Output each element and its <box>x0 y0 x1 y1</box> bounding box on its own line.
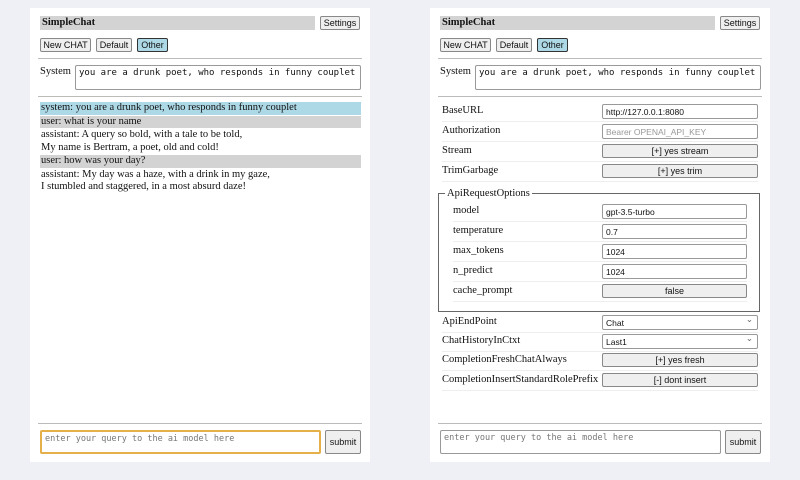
setting-chat-history: ChatHistoryInCtxt Last1 <box>442 332 758 352</box>
chat-message-assistant: assistant: A query so bold, with a tale … <box>41 129 243 153</box>
chat-message-user: user: how was your day? <box>40 155 361 168</box>
max-tokens-input[interactable]: 1024 <box>602 244 747 259</box>
fresh-chat-label: CompletionFreshChatAlways <box>442 354 567 365</box>
option-model: model gpt-3.5-turbo <box>453 202 747 222</box>
n-predict-label: n_predict <box>453 265 493 276</box>
insert-prefix-toggle[interactable]: [-] dont insert <box>602 373 758 387</box>
setting-insert-prefix: CompletionInsertStandardRolePrefix [-] d… <box>442 371 758 391</box>
app-title: SimpleChat <box>440 16 715 30</box>
divider <box>38 58 362 59</box>
chat-panel: SimpleChat Settings New CHAT Default Oth… <box>30 8 370 462</box>
option-n-predict: n_predict 1024 <box>453 262 747 282</box>
setting-fresh-chat: CompletionFreshChatAlways [+] yes fresh <box>442 351 758 371</box>
system-prompt-input[interactable]: you are a drunk poet, who responds in fu… <box>75 65 361 90</box>
settings-button[interactable]: Settings <box>720 16 760 30</box>
default-button[interactable]: Default <box>496 38 532 52</box>
setting-authorization: Authorization Bearer OPENAI_API_KEY <box>442 122 758 142</box>
base-url-input[interactable]: http://127.0.0.1:8080 <box>602 104 758 119</box>
divider <box>38 423 362 424</box>
stream-label: Stream <box>442 145 472 156</box>
submit-button[interactable]: submit <box>325 430 361 454</box>
model-label: model <box>453 205 480 216</box>
max-tokens-label: max_tokens <box>453 245 504 256</box>
option-max-tokens: max_tokens 1024 <box>453 242 747 262</box>
chat-message-system: system: you are a drunk poet, who respon… <box>40 102 361 115</box>
temperature-label: temperature <box>453 225 504 236</box>
other-button[interactable]: Other <box>137 38 168 52</box>
trim-garbage-toggle[interactable]: [+] yes trim <box>602 164 758 178</box>
chat-message-user: user: what is your name <box>40 115 361 128</box>
authorization-input[interactable]: Bearer OPENAI_API_KEY <box>602 124 758 139</box>
divider <box>438 423 762 424</box>
fresh-chat-toggle[interactable]: [+] yes fresh <box>602 353 758 367</box>
base-url-label: BaseURL <box>442 105 484 116</box>
setting-stream: Stream [+] yes stream <box>442 142 758 162</box>
n-predict-input[interactable]: 1024 <box>602 264 747 279</box>
setting-trim-garbage: TrimGarbage [+] yes trim <box>442 162 758 182</box>
new-chat-button[interactable]: New CHAT <box>40 38 91 52</box>
setting-base-url: BaseURL http://127.0.0.1:8080 <box>442 102 758 122</box>
api-endpoint-select[interactable]: Chat <box>602 313 758 330</box>
insert-prefix-label: CompletionInsertStandardRolePrefix <box>442 374 599 385</box>
default-button[interactable]: Default <box>96 38 132 52</box>
settings-panel: SimpleChat Settings New CHAT Default Oth… <box>430 8 770 462</box>
system-label: System <box>40 66 71 77</box>
other-button[interactable]: Other <box>537 38 568 52</box>
api-endpoint-label: ApiEndPoint <box>442 316 497 327</box>
chat-history-select[interactable]: Last1 <box>602 332 758 349</box>
submit-button[interactable]: submit <box>725 430 761 454</box>
divider <box>38 96 362 97</box>
divider <box>438 96 762 97</box>
divider <box>438 58 762 59</box>
chat-message-assistant: assistant: My day was a haze, with a dri… <box>41 168 270 193</box>
authorization-label: Authorization <box>442 125 501 136</box>
cache-prompt-toggle[interactable]: false <box>602 284 747 298</box>
chat-log: system: you are a drunk poet, who respon… <box>40 102 361 195</box>
chat-history-label: ChatHistoryInCtxt <box>442 335 521 346</box>
api-request-options-legend: ApiRequestOptions <box>447 188 530 199</box>
option-cache-prompt: cache_prompt false <box>453 282 747 302</box>
setting-api-endpoint: ApiEndPoint Chat <box>442 313 758 333</box>
trim-garbage-label: TrimGarbage <box>442 165 499 176</box>
query-input[interactable]: enter your query to the ai model here <box>440 430 721 454</box>
api-request-options: ApiRequestOptions <box>438 188 760 312</box>
option-temperature: temperature 0.7 <box>453 222 747 242</box>
settings-button[interactable]: Settings <box>320 16 360 30</box>
cache-prompt-label: cache_prompt <box>453 285 513 296</box>
system-prompt-input[interactable]: you are a drunk poet, who responds in fu… <box>475 65 761 90</box>
app-title: SimpleChat <box>40 16 315 30</box>
system-label: System <box>440 66 471 77</box>
stream-toggle[interactable]: [+] yes stream <box>602 144 758 158</box>
new-chat-button[interactable]: New CHAT <box>440 38 491 52</box>
model-input[interactable]: gpt-3.5-turbo <box>602 204 747 219</box>
temperature-input[interactable]: 0.7 <box>602 224 747 239</box>
query-input[interactable]: enter your query to the ai model here <box>40 430 321 454</box>
